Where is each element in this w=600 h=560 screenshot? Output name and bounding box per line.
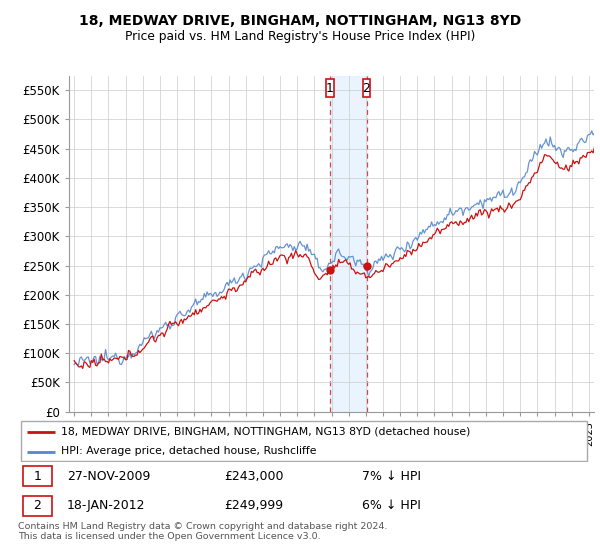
Text: 2: 2 — [362, 82, 370, 95]
Text: £249,999: £249,999 — [224, 500, 283, 512]
Text: £243,000: £243,000 — [224, 470, 284, 483]
Bar — [326, 79, 334, 97]
Text: 27-NOV-2009: 27-NOV-2009 — [67, 470, 150, 483]
Text: 1: 1 — [34, 470, 41, 483]
FancyBboxPatch shape — [23, 466, 52, 486]
Text: 7% ↓ HPI: 7% ↓ HPI — [362, 470, 421, 483]
Text: 6% ↓ HPI: 6% ↓ HPI — [362, 500, 421, 512]
FancyBboxPatch shape — [23, 496, 52, 516]
Text: Contains HM Land Registry data © Crown copyright and database right 2024.
This d: Contains HM Land Registry data © Crown c… — [18, 522, 388, 542]
Text: Price paid vs. HM Land Registry's House Price Index (HPI): Price paid vs. HM Land Registry's House … — [125, 30, 475, 43]
Text: 2: 2 — [34, 500, 41, 512]
Text: 18, MEDWAY DRIVE, BINGHAM, NOTTINGHAM, NG13 8YD: 18, MEDWAY DRIVE, BINGHAM, NOTTINGHAM, N… — [79, 14, 521, 28]
Text: 1: 1 — [326, 82, 334, 95]
Bar — [330, 76, 367, 412]
Bar — [362, 79, 370, 97]
Text: HPI: Average price, detached house, Rushcliffe: HPI: Average price, detached house, Rush… — [61, 446, 316, 456]
FancyBboxPatch shape — [21, 421, 587, 461]
Text: 18-JAN-2012: 18-JAN-2012 — [67, 500, 145, 512]
Text: 18, MEDWAY DRIVE, BINGHAM, NOTTINGHAM, NG13 8YD (detached house): 18, MEDWAY DRIVE, BINGHAM, NOTTINGHAM, N… — [61, 427, 470, 437]
